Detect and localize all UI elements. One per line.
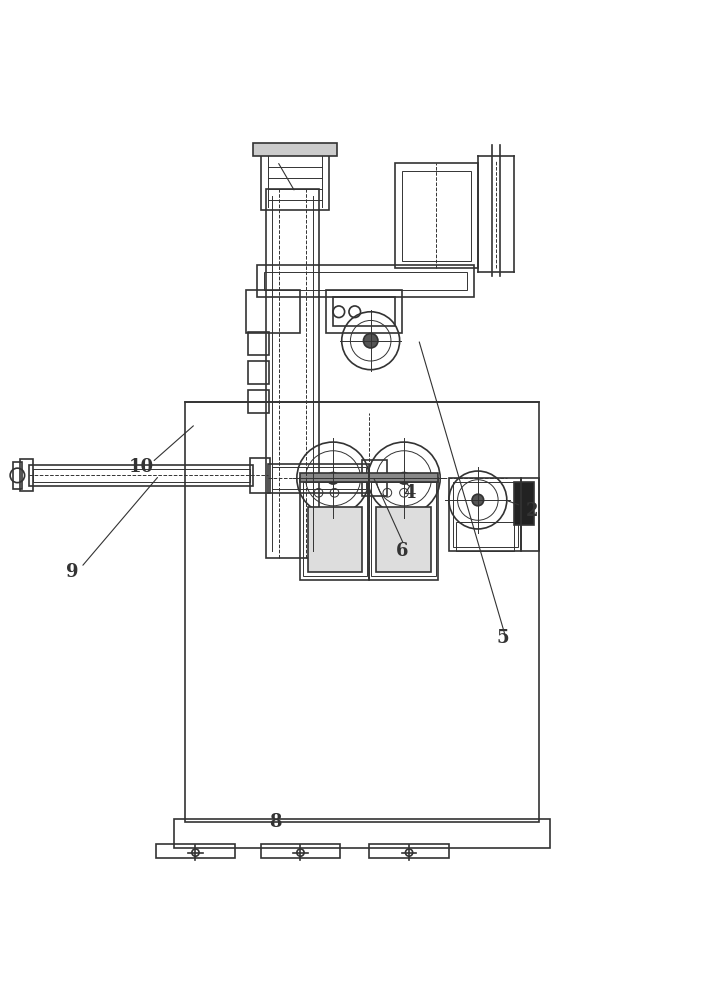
Bar	[264, 272, 467, 290]
Bar	[246, 290, 300, 333]
Bar	[156, 844, 235, 858]
Bar	[268, 464, 369, 493]
Bar	[376, 507, 431, 572]
Bar	[300, 473, 369, 482]
Text: 9: 9	[66, 563, 79, 581]
Circle shape	[327, 472, 339, 484]
Bar	[369, 844, 449, 858]
Text: 6: 6	[395, 542, 408, 560]
Bar	[402, 171, 471, 261]
Bar	[174, 819, 550, 848]
Text: 10: 10	[129, 458, 153, 476]
Bar	[13, 462, 22, 489]
Bar	[261, 152, 329, 210]
Bar	[20, 459, 33, 491]
Text: 5: 5	[497, 629, 510, 647]
Text: 2: 2	[526, 502, 539, 520]
Bar	[33, 469, 250, 482]
Bar	[326, 290, 402, 333]
Bar	[257, 265, 474, 297]
Bar	[253, 143, 337, 156]
Bar	[362, 460, 387, 496]
Bar	[449, 478, 521, 551]
Bar	[248, 332, 269, 355]
Bar	[456, 522, 514, 551]
Text: 8: 8	[269, 813, 282, 831]
Bar	[333, 297, 395, 326]
Bar	[308, 507, 362, 572]
Bar	[521, 478, 539, 551]
Bar	[395, 163, 478, 268]
Bar	[514, 482, 534, 525]
Bar	[261, 844, 340, 858]
Bar	[185, 402, 539, 822]
Bar	[303, 482, 367, 576]
Text: 4: 4	[403, 484, 416, 502]
Bar	[369, 478, 438, 580]
Bar	[452, 482, 518, 547]
Bar	[300, 478, 369, 580]
Circle shape	[398, 472, 410, 484]
Circle shape	[472, 494, 484, 506]
Bar	[369, 473, 438, 482]
Bar	[250, 458, 270, 493]
Bar	[272, 467, 366, 489]
Bar	[266, 189, 319, 558]
Bar	[29, 465, 253, 486]
Bar	[371, 482, 436, 576]
Bar	[248, 390, 269, 413]
Circle shape	[363, 333, 378, 348]
Bar	[248, 361, 269, 384]
